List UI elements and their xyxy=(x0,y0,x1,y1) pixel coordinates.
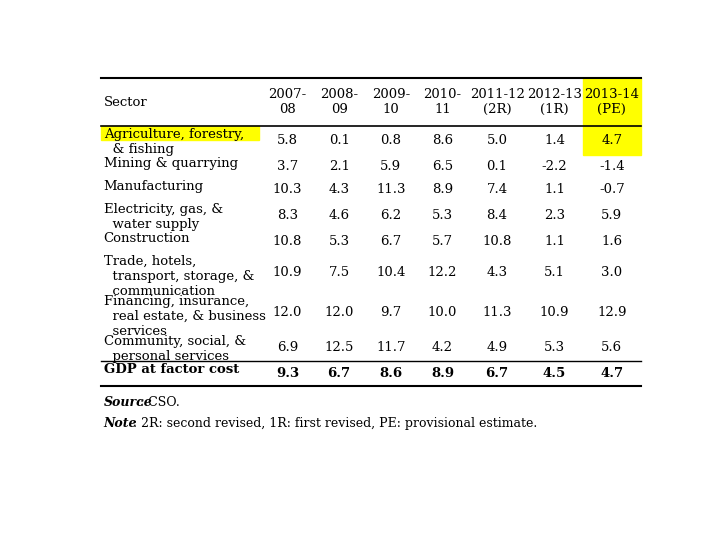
Text: 12.5: 12.5 xyxy=(325,341,354,354)
Text: 4.7: 4.7 xyxy=(602,134,623,147)
Text: 5.7: 5.7 xyxy=(432,235,453,248)
Text: 2008-
09: 2008- 09 xyxy=(320,88,358,116)
Text: 6.2: 6.2 xyxy=(381,209,401,222)
Text: : 2R: second revised, 1R: first revised, PE: provisional estimate.: : 2R: second revised, 1R: first revised,… xyxy=(133,417,537,430)
Text: 8.3: 8.3 xyxy=(277,209,298,222)
Text: 6.7: 6.7 xyxy=(327,367,350,380)
Text: Construction: Construction xyxy=(103,232,190,245)
Text: 12.0: 12.0 xyxy=(273,306,302,319)
Text: 6.5: 6.5 xyxy=(432,160,453,173)
Bar xyxy=(583,127,640,155)
Text: 6.7: 6.7 xyxy=(485,367,508,380)
Text: 10.8: 10.8 xyxy=(482,235,512,248)
Text: 2009-
10: 2009- 10 xyxy=(372,88,410,116)
Bar xyxy=(583,78,640,127)
Text: -0.7: -0.7 xyxy=(599,183,625,196)
Text: Note: Note xyxy=(103,417,137,430)
Text: 2.3: 2.3 xyxy=(544,209,565,222)
Text: 0.1: 0.1 xyxy=(329,134,350,147)
Text: 4.3: 4.3 xyxy=(487,266,508,280)
Text: 8.9: 8.9 xyxy=(432,183,453,196)
Text: Financing, insurance,
  real estate, & business
  services: Financing, insurance, real estate, & bus… xyxy=(103,295,266,337)
Text: 6.9: 6.9 xyxy=(277,341,298,354)
Text: 5.6: 5.6 xyxy=(602,341,623,354)
Text: 5.3: 5.3 xyxy=(544,341,565,354)
Text: 10.9: 10.9 xyxy=(540,306,569,319)
Text: 9.3: 9.3 xyxy=(276,367,299,380)
Bar xyxy=(101,127,259,140)
Text: 2012-13
(1R): 2012-13 (1R) xyxy=(527,88,582,116)
Text: 12.9: 12.9 xyxy=(597,306,627,319)
Text: 10.0: 10.0 xyxy=(428,306,457,319)
Text: 10.8: 10.8 xyxy=(273,235,302,248)
Text: 5.9: 5.9 xyxy=(381,160,401,173)
Text: 8.4: 8.4 xyxy=(487,209,508,222)
Text: 2011-12
(2R): 2011-12 (2R) xyxy=(470,88,525,116)
Text: 10.9: 10.9 xyxy=(273,266,302,280)
Text: Source: Source xyxy=(103,396,152,410)
Text: 7.4: 7.4 xyxy=(487,183,508,196)
Text: 0.8: 0.8 xyxy=(381,134,401,147)
Text: 1.1: 1.1 xyxy=(544,183,565,196)
Text: 4.5: 4.5 xyxy=(543,367,566,380)
Text: 5.1: 5.1 xyxy=(544,266,565,280)
Text: 10.3: 10.3 xyxy=(273,183,302,196)
Text: 5.8: 5.8 xyxy=(277,134,298,147)
Text: 10.4: 10.4 xyxy=(376,266,406,280)
Text: 4.2: 4.2 xyxy=(432,341,453,354)
Text: -2.2: -2.2 xyxy=(541,160,567,173)
Text: : CSO.: : CSO. xyxy=(140,396,180,410)
Text: 4.3: 4.3 xyxy=(329,183,350,196)
Text: 4.7: 4.7 xyxy=(600,367,623,380)
Text: 5.9: 5.9 xyxy=(602,209,623,222)
Text: -1.4: -1.4 xyxy=(599,160,625,173)
Text: 12.0: 12.0 xyxy=(325,306,354,319)
Text: 2007-
08: 2007- 08 xyxy=(269,88,307,116)
Text: 8.9: 8.9 xyxy=(431,367,454,380)
Text: 4.9: 4.9 xyxy=(487,341,508,354)
Text: 5.3: 5.3 xyxy=(432,209,453,222)
Text: Agriculture, forestry,
  & fishing: Agriculture, forestry, & fishing xyxy=(103,128,244,156)
Text: 2010-
11: 2010- 11 xyxy=(424,88,462,116)
Text: 9.7: 9.7 xyxy=(381,306,401,319)
Text: 0.1: 0.1 xyxy=(487,160,508,173)
Text: Mining & quarrying: Mining & quarrying xyxy=(103,157,238,170)
Text: 3.7: 3.7 xyxy=(277,160,298,173)
Text: Trade, hotels,
  transport, storage, &
  communication: Trade, hotels, transport, storage, & com… xyxy=(103,255,254,298)
Text: 3.0: 3.0 xyxy=(602,266,623,280)
Text: Sector: Sector xyxy=(103,96,147,109)
Text: Manufacturing: Manufacturing xyxy=(103,180,204,193)
Text: Community, social, &
  personal services: Community, social, & personal services xyxy=(103,335,246,363)
Text: 1.6: 1.6 xyxy=(602,235,623,248)
Text: 8.6: 8.6 xyxy=(379,367,402,380)
Text: 5.3: 5.3 xyxy=(329,235,350,248)
Text: GDP at factor cost: GDP at factor cost xyxy=(103,363,239,376)
Text: 11.3: 11.3 xyxy=(482,306,512,319)
Text: 4.6: 4.6 xyxy=(329,209,350,222)
Text: 5.0: 5.0 xyxy=(487,134,508,147)
Text: 2.1: 2.1 xyxy=(329,160,350,173)
Text: 2013-14
(PE): 2013-14 (PE) xyxy=(584,88,640,116)
Text: Electricity, gas, &
  water supply: Electricity, gas, & water supply xyxy=(103,203,223,231)
Text: 11.3: 11.3 xyxy=(376,183,406,196)
Text: 11.7: 11.7 xyxy=(376,341,406,354)
Text: 8.6: 8.6 xyxy=(432,134,453,147)
Text: 6.7: 6.7 xyxy=(381,235,401,248)
Text: 7.5: 7.5 xyxy=(329,266,350,280)
Text: 1.4: 1.4 xyxy=(544,134,565,147)
Text: 12.2: 12.2 xyxy=(428,266,457,280)
Text: 1.1: 1.1 xyxy=(544,235,565,248)
